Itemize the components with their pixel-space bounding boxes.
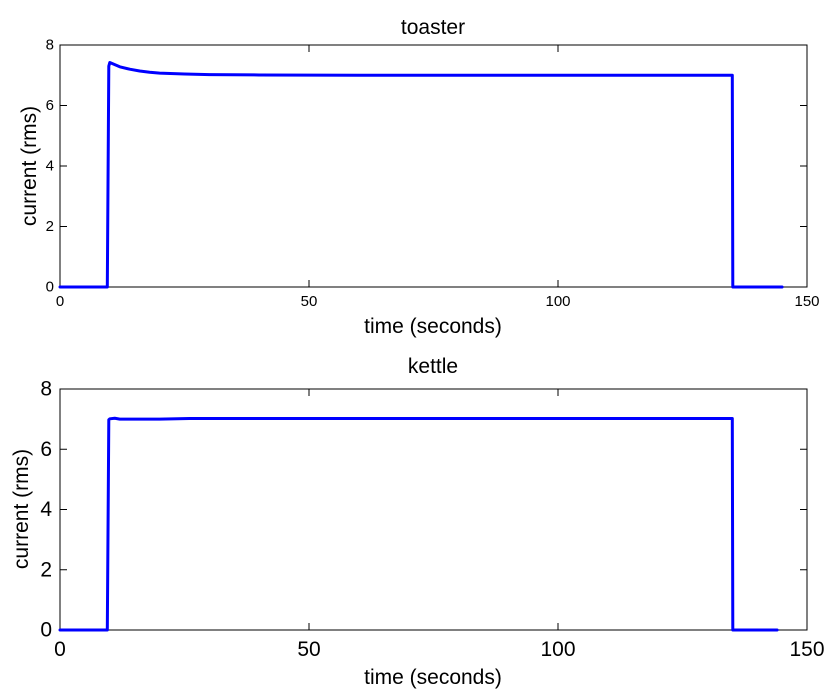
x-tick-label: 150 <box>794 293 819 310</box>
y-tick-label: 4 <box>46 158 54 175</box>
x-tick-label: 100 <box>540 638 575 661</box>
y-tick-label: 4 <box>40 498 52 521</box>
y-tick-label: 2 <box>46 218 54 235</box>
x-axis-label-toaster: time (seconds) <box>364 315 502 338</box>
plot-area-toaster <box>58 61 784 289</box>
x-tick-label: 150 <box>789 638 824 661</box>
chart-title-toaster: toaster <box>401 16 465 39</box>
ticks-kettle: 0 50 100 150 0 2 4 6 8 <box>40 378 824 662</box>
y-axis-label-kettle: current (rms) <box>10 449 33 569</box>
subplot-toaster: toaster time (seconds) current (rms) 0 50… <box>18 16 820 338</box>
x-tick-label: 0 <box>54 638 66 661</box>
y-tick-label: 6 <box>46 97 54 114</box>
y-tick-label: 8 <box>46 37 54 54</box>
y-tick-label: 0 <box>46 279 54 296</box>
plot-area-kettle <box>58 416 779 632</box>
y-tick-label: 0 <box>40 619 52 642</box>
x-tick-label: 50 <box>301 293 318 310</box>
y-tick-label: 2 <box>40 558 52 581</box>
axes-frame-kettle <box>59 388 808 631</box>
x-axis-label-kettle: time (seconds) <box>364 666 502 689</box>
x-tick-label: 100 <box>545 293 570 310</box>
y-tick-label: 8 <box>40 378 52 401</box>
y-axis-label-toaster: current (rms) <box>18 106 41 226</box>
axes-frame-toaster <box>59 44 808 288</box>
chart-title-kettle: kettle <box>408 355 458 378</box>
ticks-toaster: 0 50 100 150 0 2 4 6 8 <box>46 37 820 311</box>
y-tick-label: 6 <box>40 438 52 461</box>
subplot-kettle: kettle time (seconds) current (rms) 0 50 1… <box>10 355 825 689</box>
x-tick-label: 50 <box>297 638 320 661</box>
x-tick-label: 0 <box>56 293 64 310</box>
series-line <box>58 61 784 289</box>
series-line <box>58 416 779 632</box>
